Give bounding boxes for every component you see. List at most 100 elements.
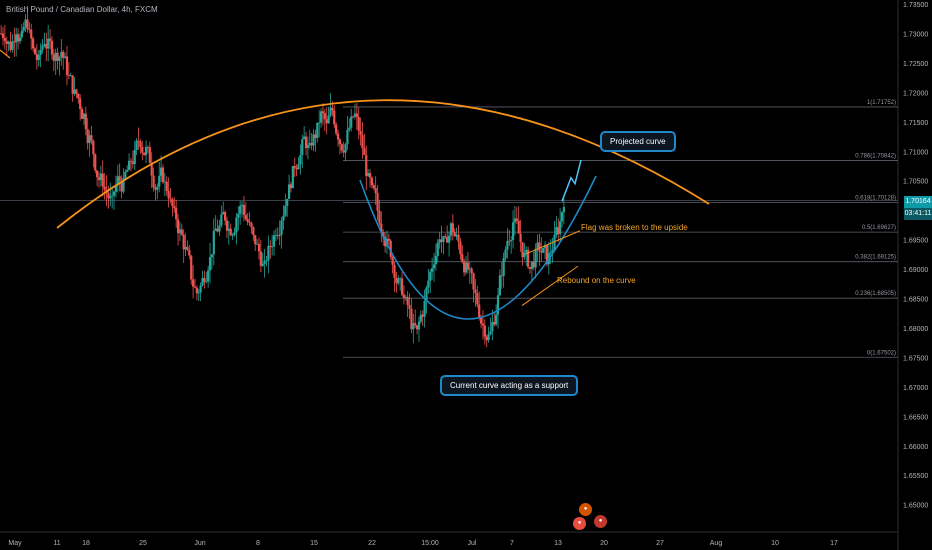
candle-body bbox=[513, 218, 517, 223]
x-tick-label: 11 bbox=[53, 540, 60, 547]
y-tick-label: 1.73500 bbox=[903, 2, 928, 9]
candle-body bbox=[43, 43, 46, 46]
chart-title: British Pound / Canadian Dollar, 4h, FXC… bbox=[6, 5, 158, 14]
candle-body bbox=[329, 107, 332, 116]
candle-body bbox=[314, 134, 317, 139]
candle-body bbox=[502, 258, 505, 277]
candle-body bbox=[193, 286, 197, 288]
candle-body bbox=[316, 122, 319, 139]
candle-body bbox=[126, 169, 129, 172]
candle-body bbox=[237, 213, 240, 218]
candle-body bbox=[344, 144, 347, 153]
y-tick-label: 1.69000 bbox=[903, 267, 928, 274]
y-tick-label: 1.69500 bbox=[903, 238, 928, 245]
candle-body bbox=[99, 173, 102, 181]
event-marker-icon[interactable]: ● bbox=[579, 503, 592, 516]
candle-body bbox=[244, 214, 247, 220]
candle-body bbox=[440, 239, 443, 243]
candle-body bbox=[62, 51, 65, 59]
candle-body bbox=[246, 219, 249, 222]
candle-body bbox=[271, 246, 274, 248]
last-price-tag: 1.70164 bbox=[904, 196, 932, 208]
candle-body bbox=[463, 261, 466, 273]
candle-body bbox=[263, 260, 266, 264]
candle-body bbox=[233, 232, 236, 236]
x-tick-label: 20 bbox=[600, 540, 608, 547]
candle-body bbox=[504, 249, 507, 259]
x-tick-label: 15 bbox=[310, 540, 318, 547]
candle-body bbox=[9, 41, 12, 50]
candle-body bbox=[491, 322, 494, 332]
candle-body bbox=[60, 51, 63, 58]
candle-body bbox=[357, 117, 360, 131]
candle-body bbox=[150, 162, 153, 176]
candle-body bbox=[419, 314, 422, 322]
candle-body bbox=[154, 187, 157, 190]
candle-body bbox=[444, 236, 447, 238]
x-tick-label: Aug bbox=[710, 540, 723, 547]
candle-body bbox=[391, 256, 394, 265]
candle-body bbox=[303, 136, 306, 140]
candle-body bbox=[476, 293, 479, 305]
candle-body bbox=[88, 135, 91, 144]
candle-body bbox=[24, 19, 27, 27]
candle-body bbox=[32, 38, 35, 49]
candle-body bbox=[353, 113, 357, 117]
candle-body bbox=[370, 177, 374, 186]
candle-body bbox=[41, 45, 44, 50]
candle-body bbox=[551, 249, 554, 253]
x-tick-label: 17 bbox=[830, 540, 838, 547]
candle-body bbox=[90, 135, 93, 141]
candle-body bbox=[208, 257, 212, 271]
flag-upper-line bbox=[524, 230, 581, 255]
candle-body bbox=[191, 279, 195, 287]
candle-body bbox=[461, 254, 464, 262]
candle-body bbox=[457, 234, 460, 242]
candle-body bbox=[227, 228, 230, 231]
candle-body bbox=[178, 229, 182, 234]
y-tick-label: 1.67000 bbox=[903, 385, 928, 392]
candle-body bbox=[272, 235, 276, 247]
y-tick-label: 1.68000 bbox=[903, 326, 928, 333]
candle-body bbox=[474, 289, 477, 294]
candle-body bbox=[207, 270, 210, 282]
candle-body bbox=[340, 144, 343, 151]
dividend-marker-icon[interactable]: ● bbox=[573, 517, 586, 530]
candle-body bbox=[395, 277, 398, 284]
candle-body bbox=[167, 191, 170, 199]
candle-body bbox=[45, 43, 48, 49]
candle-body bbox=[336, 133, 340, 140]
candle-body bbox=[252, 227, 255, 236]
candle-body bbox=[432, 264, 436, 269]
candle-body bbox=[257, 243, 261, 252]
x-tick-label: 22 bbox=[368, 540, 376, 547]
candle-body bbox=[220, 214, 223, 226]
candle-body bbox=[186, 246, 189, 250]
candle-body bbox=[378, 210, 381, 224]
x-tick-label: 25 bbox=[139, 540, 147, 547]
candle-body bbox=[543, 244, 547, 249]
candle-body bbox=[1, 33, 5, 39]
y-tick-label: 1.71500 bbox=[903, 120, 928, 127]
candle-body bbox=[184, 246, 187, 250]
candle-body bbox=[372, 185, 375, 189]
candle-body bbox=[523, 252, 526, 258]
earnings-marker-icon[interactable]: ● bbox=[594, 515, 607, 528]
x-tick-label: 18 bbox=[82, 540, 90, 547]
candle-body bbox=[534, 248, 537, 268]
candle-body bbox=[261, 263, 264, 266]
candle-body bbox=[216, 228, 219, 232]
candle-body bbox=[308, 142, 311, 146]
candle-body bbox=[327, 115, 330, 124]
candle-body bbox=[312, 134, 315, 146]
candle-body bbox=[553, 235, 556, 250]
candle-body bbox=[527, 249, 530, 268]
candle-body bbox=[517, 220, 520, 234]
candle-body bbox=[69, 75, 72, 77]
candle-body bbox=[171, 199, 174, 207]
candle-body bbox=[109, 196, 112, 199]
candle-body bbox=[423, 301, 426, 317]
candle-body bbox=[165, 181, 168, 192]
candle-body bbox=[47, 38, 50, 49]
